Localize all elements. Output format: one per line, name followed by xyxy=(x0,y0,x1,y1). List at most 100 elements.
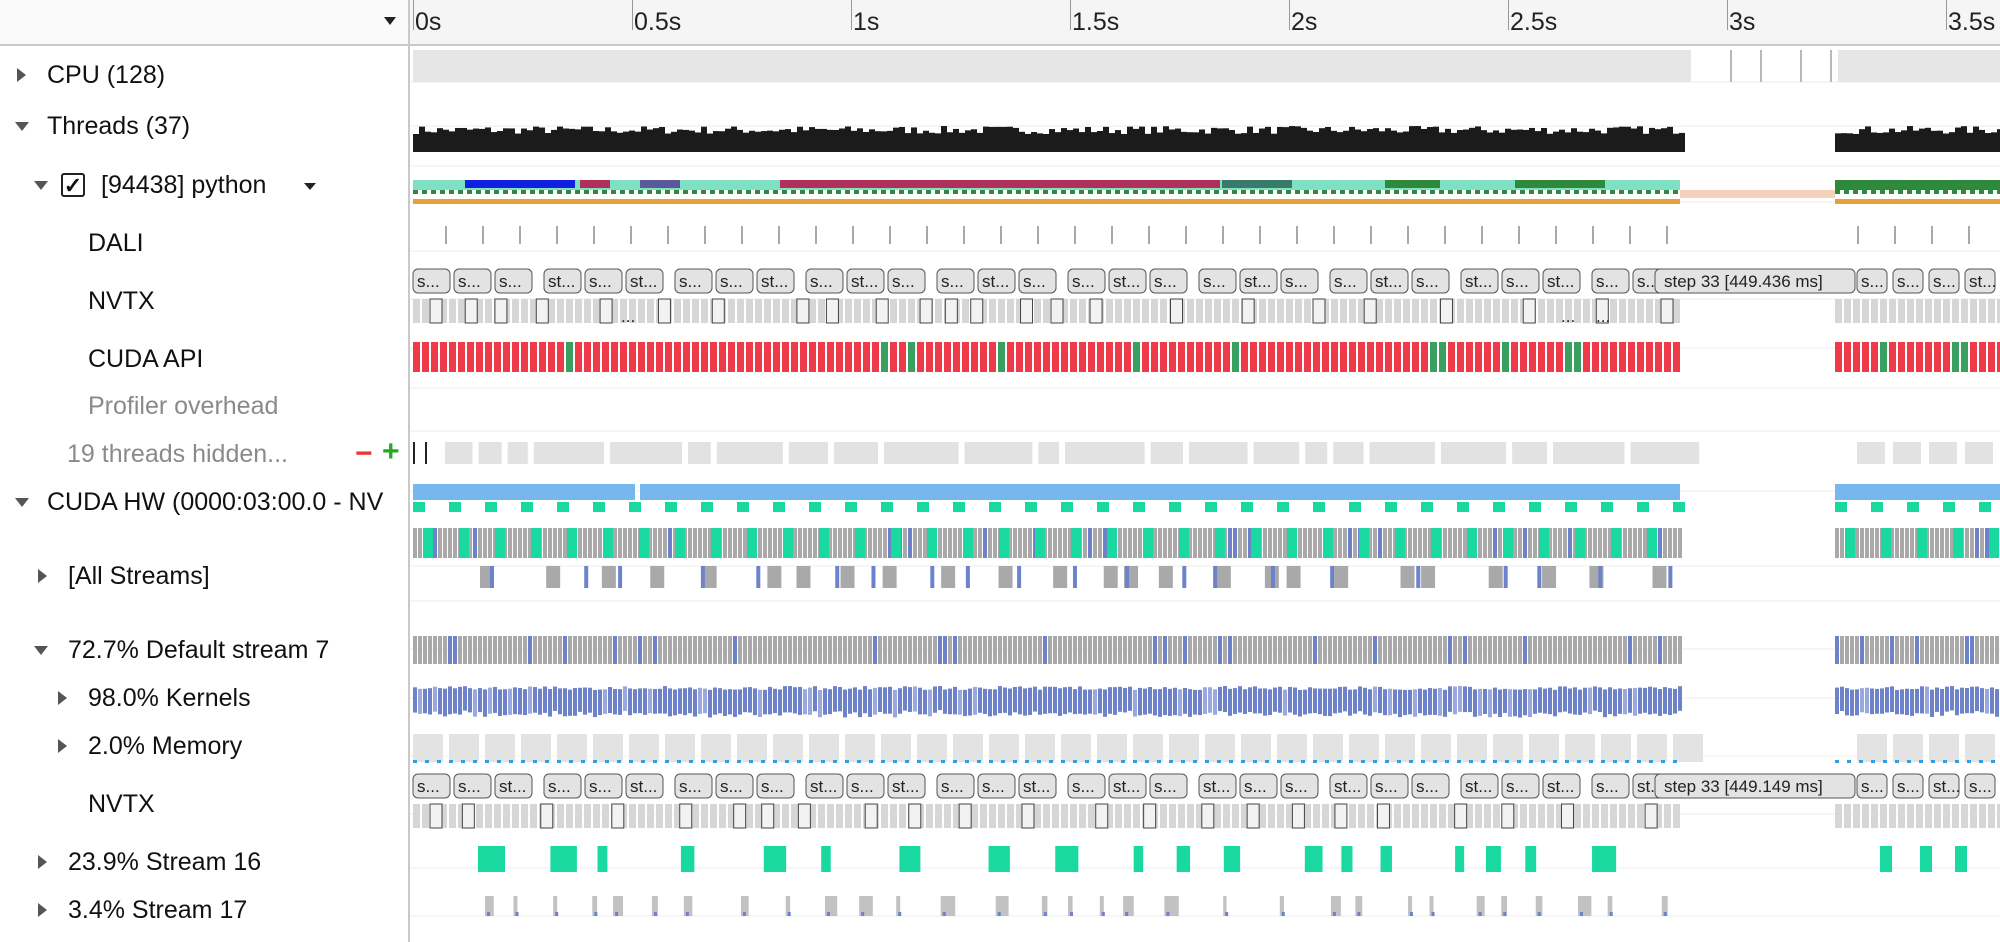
nvtx-thread-range[interactable]: st... xyxy=(1964,268,1996,294)
nvtx-thread-range[interactable]: st... xyxy=(756,268,795,294)
nvtx-stream-range[interactable]: s... xyxy=(715,773,754,799)
nvtx-stream-range[interactable]: s... xyxy=(543,773,582,799)
nvtx-thread-range[interactable]: s... xyxy=(1198,268,1237,294)
nvtx-stream-range[interactable]: s... xyxy=(1239,773,1278,799)
svg-text:s...: s... xyxy=(982,777,1005,796)
nvtx-thread-range[interactable]: s... xyxy=(1892,268,1924,294)
nvtx-thread-range[interactable]: st... xyxy=(1108,268,1147,294)
nvtx-thread-range[interactable]: st... xyxy=(543,268,582,294)
memory-copy xyxy=(1109,760,1113,763)
kernel-bar xyxy=(1493,636,1497,664)
nvtx-thread-range[interactable]: s... xyxy=(1501,268,1540,294)
nvtx-thread-range[interactable]: s... xyxy=(805,268,844,294)
nvtx-thread-range[interactable]: st... xyxy=(625,268,664,294)
expand-arrow-icon[interactable] xyxy=(17,68,26,82)
nvtx-stream-range[interactable]: st... xyxy=(1460,773,1499,799)
collapse-arrow-icon[interactable] xyxy=(34,181,48,190)
thread-menu-dropdown-icon[interactable] xyxy=(304,183,316,190)
hidden-thread-activity xyxy=(1369,442,1435,464)
nvtx-thread-range[interactable]: s... xyxy=(1856,268,1888,294)
svg-text:s...: s... xyxy=(1897,272,1920,291)
nvtx-stream-range[interactable]: st... xyxy=(494,773,533,799)
nvtx-ellipsis: ... xyxy=(1596,307,1610,326)
nvtx-thread-range[interactable]: s... xyxy=(1149,268,1188,294)
nvtx-thread-range[interactable]: s... xyxy=(715,268,754,294)
time-ruler[interactable]: 0s 0.5s 1s 1.5s 2s 2.5s 3s 3.5s xyxy=(410,0,2000,46)
nvtx-stream-range[interactable]: s... xyxy=(1411,773,1450,799)
nvtx-thread-range[interactable]: s... xyxy=(887,268,926,294)
hide-thread-button[interactable]: − xyxy=(355,437,373,470)
nvtx-stream-range[interactable]: s... xyxy=(977,773,1016,799)
kernel-bar xyxy=(1608,528,1612,558)
expand-arrow-icon[interactable] xyxy=(38,855,47,869)
nvtx-thread-range[interactable]: st... xyxy=(1460,268,1499,294)
panel-menu-dropdown-icon[interactable] xyxy=(384,17,396,25)
nvtx-stream-range[interactable]: st... xyxy=(1018,773,1057,799)
nvtx-stream-range[interactable]: s... xyxy=(1370,773,1409,799)
expand-arrow-icon[interactable] xyxy=(58,691,67,705)
nvtx-stream-range[interactable]: st... xyxy=(1198,773,1237,799)
nvtx-thread-range[interactable]: s... xyxy=(1018,268,1057,294)
kernel-bar xyxy=(1288,686,1292,713)
nvtx-subrange xyxy=(1997,804,2000,828)
expand-arrow-icon[interactable] xyxy=(58,739,67,753)
nvtx-thread-range[interactable]: s... xyxy=(1280,268,1319,294)
nvtx-thread-range[interactable]: st... xyxy=(846,268,885,294)
nvtx-thread-range[interactable]: s... xyxy=(936,268,975,294)
show-thread-button[interactable]: + xyxy=(382,435,400,468)
timeline-tracks[interactable]: s... s... s... st... s... st... s... s... st... s… xyxy=(410,46,2000,942)
collapse-arrow-icon[interactable] xyxy=(34,646,48,655)
nvtx-stream-range[interactable]: st... xyxy=(1329,773,1368,799)
thread-sample-dot xyxy=(1538,190,1543,194)
nvtx-stream-step-range[interactable]: step 33 [449.149 ms] xyxy=(1654,773,1856,799)
nvtx-thread-range[interactable]: st... xyxy=(1542,268,1581,294)
collapse-arrow-icon[interactable] xyxy=(15,498,29,507)
nvtx-stream-range[interactable]: s... xyxy=(1964,773,1996,799)
nvtx-stream-range[interactable]: s... xyxy=(1892,773,1924,799)
nvtx-stream-range[interactable]: st... xyxy=(1542,773,1581,799)
nvtx-stream-range[interactable]: s... xyxy=(756,773,795,799)
nvtx-thread-range[interactable]: s... xyxy=(1067,268,1106,294)
nvtx-thread-range[interactable]: s... xyxy=(584,268,623,294)
expand-arrow-icon[interactable] xyxy=(38,903,47,917)
nvtx-stream-range[interactable]: s... xyxy=(936,773,975,799)
nvtx-stream-range[interactable]: st... xyxy=(625,773,664,799)
nvtx-stream-range[interactable]: st... xyxy=(1108,773,1147,799)
nvtx-stream-range[interactable]: s... xyxy=(1280,773,1319,799)
nvtx-stream-range[interactable]: s... xyxy=(674,773,713,799)
expand-arrow-icon[interactable] xyxy=(38,569,47,583)
nvtx-thread-step-range[interactable]: step 33 [449.436 ms] xyxy=(1654,268,1856,294)
timeline-view[interactable]: 0s 0.5s 1s 1.5s 2s 2.5s 3s 3.5s s... s... s... st.… xyxy=(410,0,2000,942)
nvtx-thread-range[interactable]: s... xyxy=(453,268,492,294)
nvtx-thread-range[interactable]: s... xyxy=(674,268,713,294)
nvtx-thread-range[interactable]: s... xyxy=(494,268,533,294)
nvtx-thread-range[interactable]: s... xyxy=(412,268,451,294)
nvtx-thread-range[interactable]: s... xyxy=(1329,268,1368,294)
kernel-bar xyxy=(1518,528,1522,558)
nvtx-thread-range[interactable]: st... xyxy=(977,268,1016,294)
collapse-arrow-icon[interactable] xyxy=(15,122,29,131)
nvtx-thread-range[interactable]: st... xyxy=(1370,268,1409,294)
nvtx-subrange xyxy=(1844,804,1851,828)
nvtx-stream-range[interactable]: s... xyxy=(453,773,492,799)
cuda-api-call xyxy=(1061,342,1068,372)
nvtx-stream-range[interactable]: s... xyxy=(412,773,451,799)
thread-visible-checkbox[interactable]: ✓ xyxy=(61,173,85,197)
nvtx-subrange-marker xyxy=(1560,803,1574,829)
nvtx-thread-range[interactable]: st... xyxy=(1239,268,1278,294)
nvtx-stream-range[interactable]: s... xyxy=(1067,773,1106,799)
nvtx-stream-range[interactable]: s... xyxy=(584,773,623,799)
nvtx-thread-range[interactable]: s... xyxy=(1411,268,1450,294)
nvtx-stream-range[interactable]: st... xyxy=(805,773,844,799)
nvtx-stream-range[interactable]: st... xyxy=(887,773,926,799)
nvtx-stream-range[interactable]: s... xyxy=(1149,773,1188,799)
gpu-util-fill xyxy=(413,484,635,500)
nvtx-thread-range[interactable]: s... xyxy=(1928,268,1960,294)
nvtx-ellipsis: ... xyxy=(621,307,635,326)
nvtx-stream-range[interactable]: s... xyxy=(1856,773,1888,799)
nvtx-stream-range[interactable]: s... xyxy=(1591,773,1630,799)
nvtx-stream-range[interactable]: s... xyxy=(1501,773,1540,799)
nvtx-thread-range[interactable]: s... xyxy=(1591,268,1630,294)
nvtx-stream-range[interactable]: s... xyxy=(846,773,885,799)
nvtx-stream-range[interactable]: st... xyxy=(1928,773,1960,799)
